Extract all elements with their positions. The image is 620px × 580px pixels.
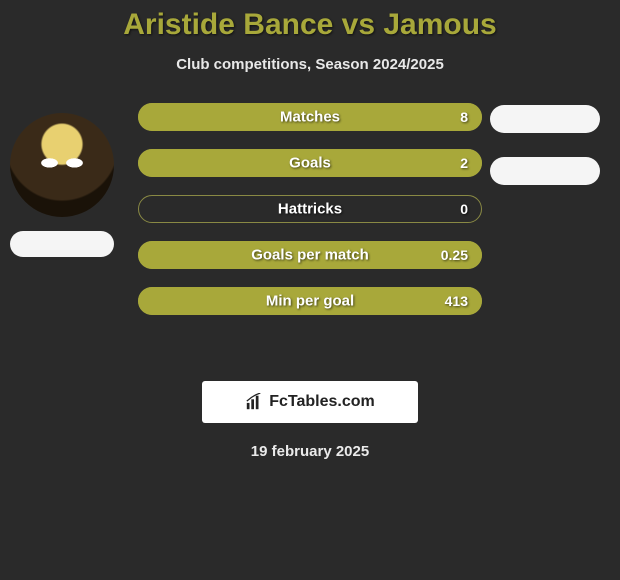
main-area: Matches 8 Goals 2 Hattricks 0 Goals per … xyxy=(0,103,620,363)
snapshot-date: 19 february 2025 xyxy=(251,443,369,460)
stats-list: Matches 8 Goals 2 Hattricks 0 Goals per … xyxy=(138,103,482,315)
brand-text: FcTables.com xyxy=(269,393,375,411)
brand-badge[interactable]: FcTables.com xyxy=(202,381,418,423)
stat-row-matches: Matches 8 xyxy=(138,103,482,131)
comparison-title: Aristide Bance vs Jamous xyxy=(123,8,497,42)
comparison-subtitle: Club competitions, Season 2024/2025 xyxy=(176,56,444,73)
stat-value: 8 xyxy=(460,109,468,125)
player-left-column xyxy=(10,113,114,257)
stat-value: 2 xyxy=(460,155,468,171)
stat-row-goals: Goals 2 xyxy=(138,149,482,177)
comparison-card: Aristide Bance vs Jamous Club competitio… xyxy=(0,0,620,580)
stat-label: Goals xyxy=(289,155,331,172)
stat-row-min-per-goal: Min per goal 413 xyxy=(138,287,482,315)
stat-label: Hattricks xyxy=(278,201,342,218)
player-right-name-pill-2 xyxy=(490,157,600,185)
player-right-name-pill-1 xyxy=(490,105,600,133)
player-left-avatar xyxy=(10,113,114,217)
stat-label: Goals per match xyxy=(251,247,369,264)
player-left-name-pill xyxy=(10,231,114,257)
stat-value: 0.25 xyxy=(441,247,468,263)
stat-value: 413 xyxy=(445,293,468,309)
stat-label: Matches xyxy=(280,109,340,126)
stat-label: Min per goal xyxy=(266,293,354,310)
stat-row-hattricks: Hattricks 0 xyxy=(138,195,482,223)
bar-chart-icon xyxy=(245,393,263,411)
player-right-column xyxy=(490,105,600,185)
stat-row-goals-per-match: Goals per match 0.25 xyxy=(138,241,482,269)
stat-value: 0 xyxy=(460,201,468,217)
